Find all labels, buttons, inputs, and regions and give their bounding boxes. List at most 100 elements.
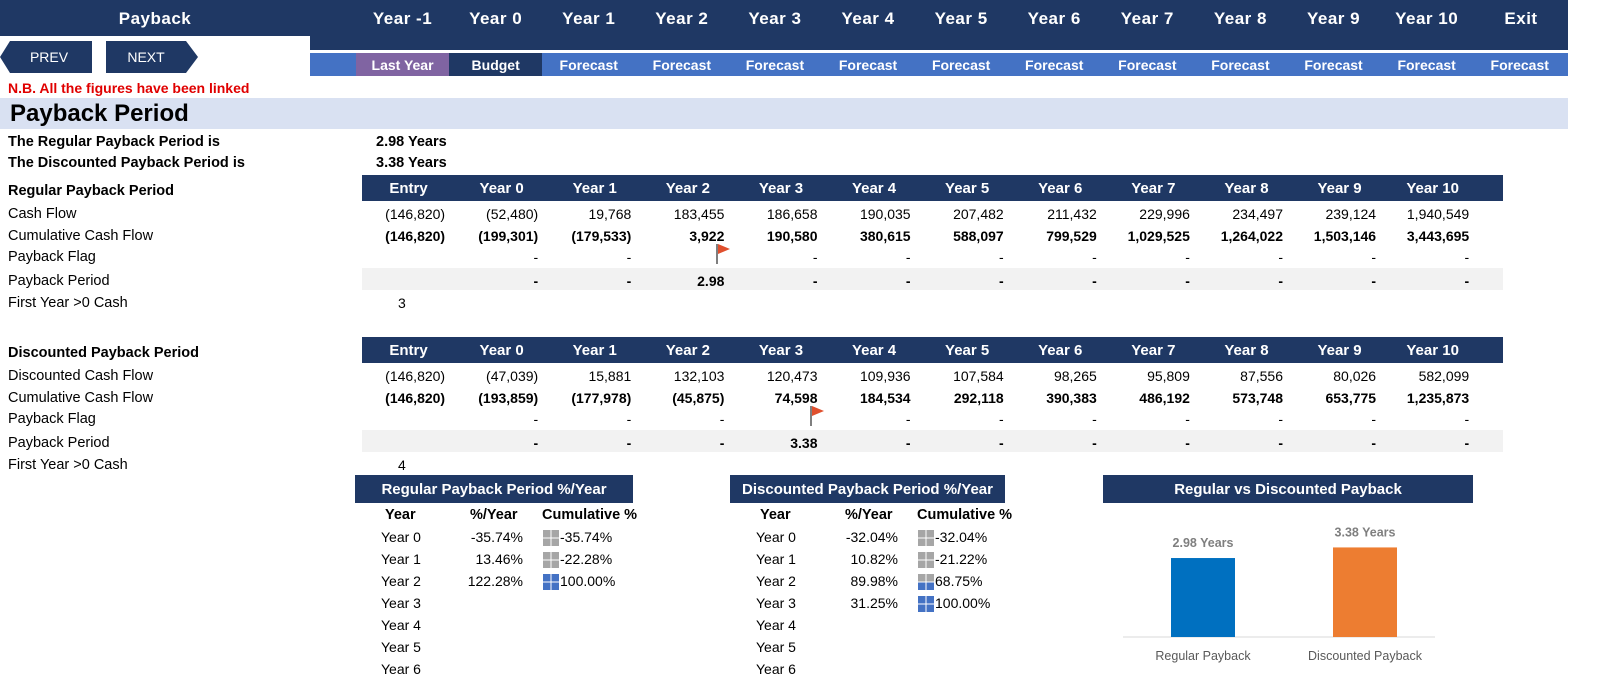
regular-header-row: Entry Year 0 Year 1 Year 2 Year 3 Year 4 Year … [362, 175, 1503, 201]
regular-cell: - [1464, 273, 1470, 289]
discounted-cell: - [1464, 435, 1470, 451]
discounted_pct-cum: 68.75% [935, 573, 983, 589]
regular-col-year-3: Year 3 [758, 180, 804, 197]
discounted-col-year-2: Year 2 [665, 342, 710, 359]
regular_pct-year: Year 4 [381, 617, 421, 633]
regular-cell: 19,768 [588, 206, 632, 222]
discounted-cell: - [1278, 435, 1283, 451]
regular-col-year-4: Year 4 [851, 180, 897, 197]
discounted-cell: (47,039) [486, 368, 539, 384]
regular-first-year-label: First Year >0 Cash [8, 295, 128, 311]
discounted-col-year-5: Year 5 [945, 342, 990, 359]
type-forecast: Forecast [821, 53, 915, 76]
regular-cell: 3,443,695 [1406, 227, 1470, 244]
regular-cell: (146,820) [385, 206, 446, 222]
discounted-cell: 80,026 [1333, 368, 1377, 384]
regular-col-entry: Entry [389, 180, 428, 197]
payback-chart: 2.98 Years Regular Payback 3.38 Years Disco… [1123, 525, 1435, 663]
nav-year-9[interactable]: Year 9 [1287, 0, 1381, 36]
regular_pct-pct: -35.74% [470, 529, 523, 545]
discounted_pct-header-1: %/Year [845, 507, 893, 523]
regular-col-year-0: Year 0 [479, 180, 524, 197]
type-forecast: Forecast [542, 53, 636, 76]
discounted_pct-pct: -32.04% [845, 529, 898, 545]
discounted-cell: - [1371, 435, 1377, 451]
nav-year-8[interactable]: Year 8 [1193, 0, 1287, 36]
discounted-cell: - [905, 411, 911, 427]
nav-year-6[interactable]: Year 6 [1007, 0, 1101, 36]
regular_pct-year: Year 3 [381, 595, 421, 611]
discounted-cell: - [999, 411, 1004, 427]
regular-cell: 799,529 [1046, 227, 1097, 244]
chart-data-label-0: 2.98 Years [1173, 536, 1234, 550]
chart-category-label-0: Regular Payback [1155, 649, 1251, 663]
regular-cell: - [1185, 249, 1190, 265]
discounted-cell: 15,881 [588, 368, 632, 384]
regular-cell: 1,503,146 [1313, 227, 1377, 244]
regular-cell: (179,533) [571, 227, 632, 244]
prev-button-shape[interactable] [0, 41, 92, 73]
nav-year-3[interactable]: Year 3 [728, 0, 822, 36]
discounted-cell: - [1278, 411, 1283, 427]
regular-first-year-value: 3 [398, 295, 406, 311]
chart-data-label-1: 3.38 Years [1335, 525, 1396, 539]
regular-col-year-1: Year 1 [572, 180, 617, 197]
nav-year-1[interactable]: Year 1 [542, 0, 636, 36]
regular-cell: - [905, 249, 911, 265]
regular-cell: - [905, 273, 911, 289]
exit-button[interactable]: Exit [1474, 0, 1568, 36]
discounted_pct-header-2: Cumulative % [917, 507, 1013, 523]
nav-year-5[interactable]: Year 5 [914, 0, 1008, 36]
chart-bar-0 [1171, 558, 1235, 637]
discounted-cell: - [626, 435, 632, 451]
nav-year-4[interactable]: Year 4 [821, 0, 915, 36]
discounted-cell: - [999, 435, 1004, 451]
nav-year-2[interactable]: Year 2 [635, 0, 729, 36]
discounted-row-label: Payback Period [8, 435, 110, 451]
regular_pct-cum: -22.28% [560, 551, 613, 567]
discounted_pct-year: Year 4 [756, 617, 796, 633]
discounted-cell: 120,473 [766, 368, 818, 384]
regular-cell: - [1185, 273, 1190, 289]
regular-cell: - [999, 273, 1004, 289]
regular-row-label: Payback Flag [8, 249, 96, 265]
nav-year-10[interactable]: Year 10 [1380, 0, 1474, 36]
nav-title: Payback [0, 0, 310, 36]
discounted-cell: 1,235,873 [1406, 389, 1470, 406]
discounted-cell: - [533, 411, 539, 427]
prev-button[interactable]: PREV [29, 49, 69, 65]
regular-cell: (52,480) [486, 206, 539, 222]
progress-tile-icon [543, 530, 560, 548]
discounted-cell: (146,820) [385, 368, 446, 384]
regular-cell: 3,922 [689, 227, 725, 244]
discounted_pct-pct: 31.25% [850, 595, 898, 611]
discounted-cell: 87,556 [1240, 368, 1283, 384]
chart-bar-1 [1333, 547, 1397, 637]
discounted-cell: 653,775 [1325, 389, 1377, 406]
regular-cell: - [999, 249, 1004, 265]
progress-tile-icon [918, 530, 935, 548]
next-button[interactable]: NEXT [127, 49, 165, 65]
nav-year-7[interactable]: Year 7 [1100, 0, 1194, 36]
regular-col-year-10: Year 10 [1406, 180, 1459, 197]
nav-year-0[interactable]: Year 0 [449, 0, 543, 36]
regular-row-label: Cash Flow [8, 206, 77, 222]
discounted-cell: (193,859) [478, 389, 539, 406]
discounted-cell: 486,192 [1139, 389, 1190, 406]
type-forecast: Forecast [1007, 53, 1101, 76]
type-forecast: Forecast [1100, 53, 1194, 76]
regular-cell: - [1278, 249, 1283, 265]
discounted-col-year-4: Year 4 [851, 342, 897, 359]
discounted_pct-year: Year 6 [756, 661, 796, 677]
nav-year--1[interactable]: Year -1 [356, 0, 450, 36]
regular-col-year-8: Year 8 [1224, 180, 1269, 197]
regular-cell: - [1092, 273, 1097, 289]
regular-table-title: Regular Payback Period [8, 183, 175, 199]
next-button-shape[interactable] [106, 41, 198, 73]
type-forecast: Forecast [1287, 53, 1381, 76]
discounted-pct-title: Discounted Payback Period %/Year [730, 475, 1005, 503]
regular-cell: 190,035 [859, 206, 911, 222]
discounted-cell: 98,265 [1053, 368, 1097, 384]
regular-cell: 2.98 [697, 273, 725, 289]
regular-cell: - [1278, 273, 1283, 289]
